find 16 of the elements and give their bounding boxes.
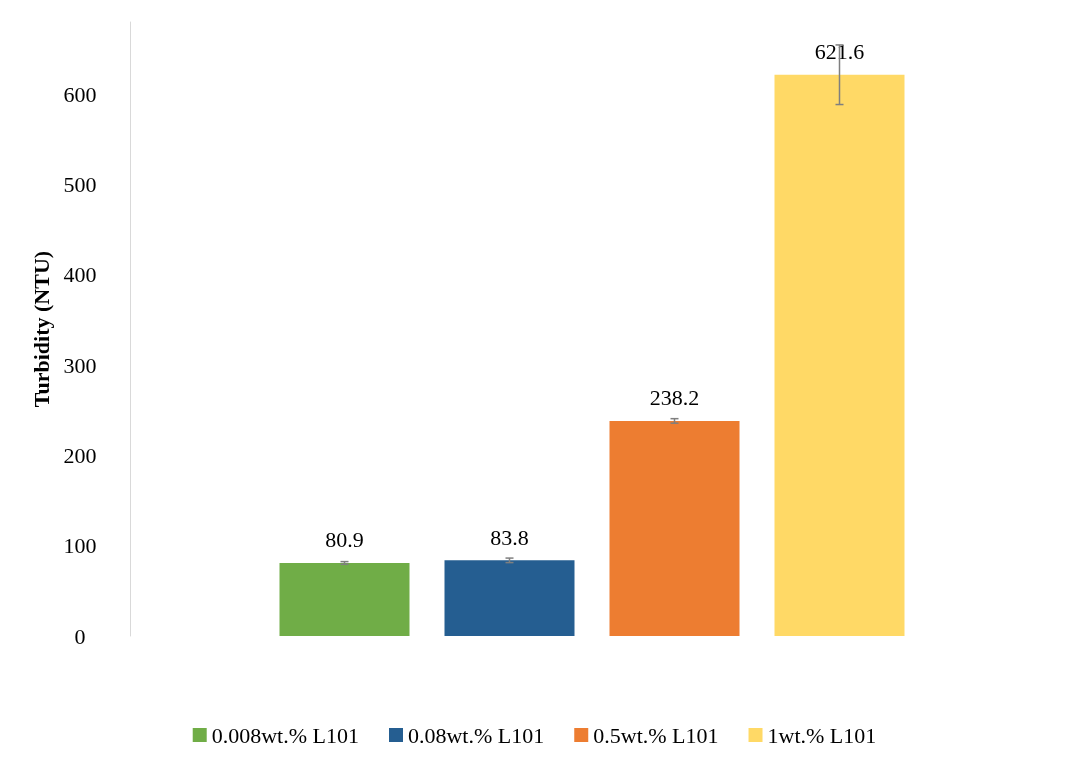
data-label: 80.9 (325, 527, 364, 553)
y-axis-title: Turbidity (NTU) (28, 250, 54, 408)
data-label: 83.8 (490, 524, 529, 550)
y-tick-label: 0 (74, 623, 86, 649)
y-tick-label: 600 (63, 81, 97, 107)
legend-label: 0.5wt.% L101 (593, 722, 719, 748)
y-tick-label: 400 (63, 262, 97, 288)
legend-label: 0.008wt.% L101 (211, 722, 359, 748)
y-tick-label: 200 (63, 442, 97, 468)
y-tick-label: 300 (63, 352, 97, 378)
data-label: 238.2 (649, 385, 700, 411)
legend-label: 0.08wt.% L101 (407, 722, 545, 748)
y-tick-label: 500 (63, 172, 97, 198)
legend-label: 1wt.% L101 (767, 722, 877, 748)
y-tick-label: 100 (63, 533, 97, 559)
data-label: 621.6 (814, 39, 865, 65)
